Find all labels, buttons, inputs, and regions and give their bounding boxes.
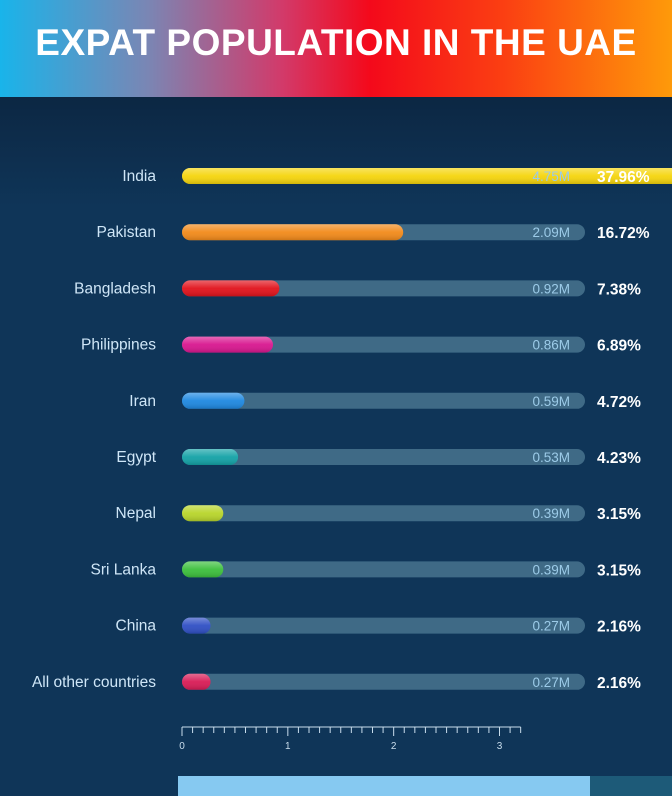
x-tick-label: 1 <box>285 741 291 752</box>
value-label: 0.53M <box>532 450 570 465</box>
bar-track <box>182 561 585 578</box>
category-label: Iran <box>129 393 156 410</box>
percent-label: 16.72% <box>597 225 650 242</box>
percent-label: 4.72% <box>597 394 641 411</box>
bar-gloss <box>182 392 245 409</box>
bar-track <box>182 673 585 690</box>
bar-gloss <box>182 449 239 465</box>
value-label: 0.27M <box>532 619 570 634</box>
bar-gloss <box>182 280 280 297</box>
bar-gloss <box>182 224 404 241</box>
bar-gloss <box>182 336 274 353</box>
bar-gloss <box>182 673 211 690</box>
category-label: All other countries <box>32 674 156 691</box>
value-label: 0.39M <box>532 506 570 521</box>
bar-track <box>182 505 585 522</box>
category-label: Philippines <box>81 337 156 354</box>
value-label: 0.86M <box>532 338 570 353</box>
value-label: 0.39M <box>532 562 570 577</box>
category-label: Nepal <box>116 505 157 522</box>
bar-track <box>182 449 585 465</box>
percent-label: 3.15% <box>597 506 641 523</box>
category-label: India <box>122 168 156 185</box>
bar-gloss <box>182 505 224 522</box>
percent-label: 6.89% <box>597 338 641 355</box>
percent-label: 7.38% <box>597 281 641 298</box>
bar-gloss <box>182 561 224 578</box>
bottom-panel-edge <box>590 776 672 796</box>
value-label: 0.59M <box>532 394 570 409</box>
percent-label: 3.15% <box>597 562 641 579</box>
x-tick-label: 0 <box>179 741 185 752</box>
percent-label: 4.23% <box>597 450 641 467</box>
chart-title: EXPAT POPULATION IN THE UAE <box>35 22 637 63</box>
bar-track <box>182 280 585 297</box>
background-band <box>0 97 672 207</box>
category-label: Egypt <box>116 449 156 466</box>
x-tick-label: 2 <box>391 741 397 752</box>
value-label: 4.75M <box>532 169 570 184</box>
category-label: Sri Lanka <box>91 561 157 578</box>
category-label: Bangladesh <box>74 280 156 297</box>
bar-gloss <box>182 168 672 184</box>
value-label: 0.92M <box>532 281 570 296</box>
percent-label: 2.16% <box>597 675 641 692</box>
percent-label: 37.96% <box>597 169 650 186</box>
bar-track <box>182 392 585 409</box>
bar-gloss <box>182 617 211 634</box>
value-label: 2.09M <box>532 225 570 240</box>
bottom-panel <box>178 776 590 796</box>
bar-track <box>182 617 585 634</box>
bar-track <box>182 336 585 353</box>
value-label: 0.27M <box>532 675 570 690</box>
category-label: China <box>116 618 157 635</box>
percent-label: 2.16% <box>597 619 641 636</box>
title-banner <box>0 0 672 97</box>
category-label: Pakistan <box>97 224 156 241</box>
x-tick-label: 3 <box>497 741 503 752</box>
